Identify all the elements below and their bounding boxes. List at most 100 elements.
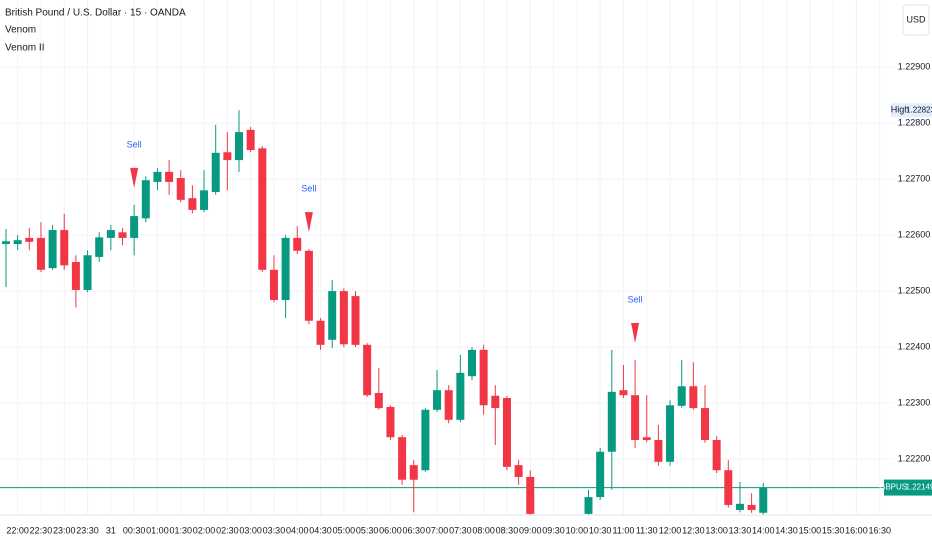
x-tick-label: 31 bbox=[106, 525, 116, 535]
candle-body bbox=[223, 152, 232, 161]
candle-body bbox=[596, 451, 605, 498]
sell-label: Sell bbox=[628, 294, 643, 304]
candle-body bbox=[235, 132, 243, 161]
x-tick-label: 13:00 bbox=[705, 525, 728, 535]
candle-body bbox=[188, 198, 197, 210]
candle-body bbox=[701, 408, 709, 440]
candle-body bbox=[398, 437, 407, 480]
candle-body bbox=[654, 439, 663, 462]
last-price-label: 1.22149 bbox=[906, 483, 932, 492]
candle-body bbox=[363, 344, 372, 396]
candle-body bbox=[584, 497, 593, 514]
candle-body bbox=[735, 503, 744, 510]
candle-body bbox=[433, 390, 442, 410]
x-tick-label: 14:00 bbox=[752, 525, 775, 535]
candle-body bbox=[13, 240, 22, 245]
sell-arrow bbox=[631, 322, 640, 343]
candle-body bbox=[153, 171, 162, 182]
candle-body bbox=[2, 241, 10, 245]
candle-body bbox=[607, 391, 616, 452]
x-tick-label: 06:30 bbox=[402, 525, 425, 535]
high-label-box bbox=[891, 103, 909, 118]
candle-body bbox=[491, 395, 500, 409]
symbol-tag bbox=[884, 479, 908, 496]
x-tick-label: 00:30 bbox=[123, 525, 146, 535]
x-tick-label: 07:00 bbox=[426, 525, 449, 535]
candle-body bbox=[374, 392, 383, 409]
sell-label: Sell bbox=[127, 139, 142, 149]
y-tick-label: 1.22200 bbox=[898, 453, 931, 463]
candle-body bbox=[456, 372, 465, 420]
high-value-box bbox=[909, 103, 932, 118]
candle-body bbox=[724, 470, 733, 505]
candle-body bbox=[502, 398, 511, 467]
candle-body bbox=[246, 129, 255, 151]
grid bbox=[0, 0, 893, 515]
x-tick-label: 12:30 bbox=[682, 525, 705, 535]
candle-body bbox=[328, 291, 337, 340]
last-price-tag bbox=[908, 479, 932, 496]
candle-body bbox=[689, 386, 698, 409]
x-tick-label: 01:00 bbox=[146, 525, 169, 535]
indicator-name: Venom bbox=[5, 25, 36, 36]
x-tick-label: 16:00 bbox=[845, 525, 868, 535]
x-tick-label: 10:00 bbox=[566, 525, 589, 535]
x-tick-label: 03:30 bbox=[263, 525, 286, 535]
candle-body bbox=[130, 216, 139, 238]
x-tick-label: 08:30 bbox=[496, 525, 519, 535]
sell-arrow bbox=[304, 212, 313, 233]
x-tick-label: 22:00 bbox=[6, 525, 29, 535]
candle-body bbox=[421, 409, 430, 471]
axes: 1.22200 1.22300 1.22400 1.22500 1.22600 1.227… bbox=[6, 62, 932, 535]
currency-label[interactable]: USD bbox=[906, 14, 926, 24]
sell-label: Sell bbox=[301, 183, 316, 193]
candle-body bbox=[95, 237, 104, 257]
candle-body bbox=[281, 237, 290, 301]
candle-body bbox=[444, 390, 453, 420]
candle-body bbox=[666, 405, 675, 462]
y-tick-label: 1.22600 bbox=[898, 229, 931, 239]
x-tick-label: 12:00 bbox=[659, 525, 682, 535]
indicator-name: Venom II bbox=[5, 43, 44, 54]
x-tick-label: 15:30 bbox=[822, 525, 845, 535]
y-tick-label: 1.22700 bbox=[898, 174, 931, 184]
candle-body bbox=[747, 504, 756, 510]
sell-arrow bbox=[130, 167, 139, 188]
x-tick-label: 04:00 bbox=[286, 525, 309, 535]
chart-title: British Pound / U.S. Dollar · 15 · OANDA bbox=[5, 8, 186, 19]
currency-button[interactable] bbox=[902, 4, 930, 36]
y-tick-label: 1.22500 bbox=[898, 285, 931, 295]
candle-body bbox=[759, 487, 768, 513]
candle-body bbox=[36, 237, 45, 270]
x-tick-label: 06:00 bbox=[379, 525, 402, 535]
candle-body bbox=[141, 180, 150, 219]
candle-body bbox=[386, 406, 395, 438]
x-tick-label: 23:00 bbox=[53, 525, 76, 535]
x-tick-label: 13:30 bbox=[729, 525, 752, 535]
x-tick-label: 04:30 bbox=[309, 525, 332, 535]
y-tick-label: 1.22800 bbox=[898, 118, 931, 128]
x-tick-label: 15:00 bbox=[799, 525, 822, 535]
candle-body bbox=[468, 349, 476, 377]
candle-body bbox=[619, 390, 628, 396]
candle-body bbox=[25, 237, 34, 242]
candle-body bbox=[351, 296, 360, 345]
candle-body bbox=[211, 152, 220, 193]
x-tick-label: 03:00 bbox=[239, 525, 262, 535]
x-tick-label: 01:30 bbox=[169, 525, 192, 535]
candle-body bbox=[316, 320, 325, 345]
y-tick-label: 1.22900 bbox=[898, 62, 931, 72]
candle-body bbox=[48, 230, 57, 269]
high-value: 1.22823 bbox=[906, 105, 932, 114]
y-tick-label: 1.22400 bbox=[898, 341, 931, 351]
x-tick-label: 22:30 bbox=[30, 525, 53, 535]
candle-body bbox=[304, 250, 313, 321]
candle-body bbox=[339, 291, 348, 345]
y-tick-label: 1.22300 bbox=[898, 397, 931, 407]
candle-body bbox=[479, 349, 488, 406]
candle-body bbox=[200, 190, 209, 210]
x-tick-label: 07:30 bbox=[449, 525, 472, 535]
candle-body bbox=[258, 148, 267, 270]
